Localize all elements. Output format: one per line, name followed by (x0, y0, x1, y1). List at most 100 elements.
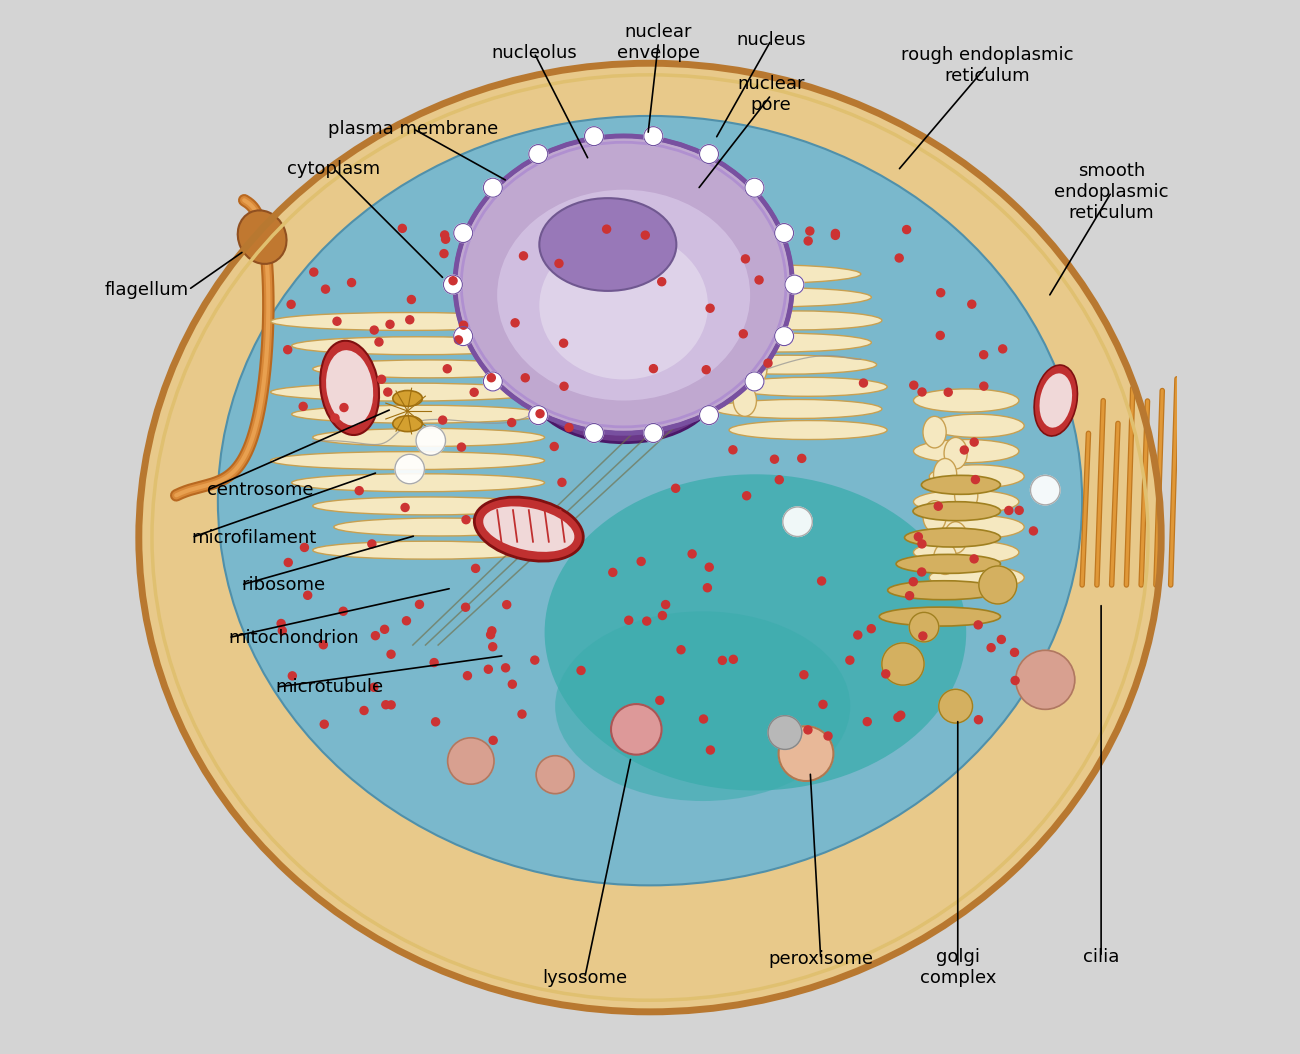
Circle shape (608, 568, 616, 577)
Circle shape (484, 372, 502, 391)
Ellipse shape (879, 607, 1001, 626)
Circle shape (442, 235, 450, 243)
Circle shape (488, 627, 495, 635)
Circle shape (688, 550, 696, 558)
Ellipse shape (291, 337, 545, 354)
Circle shape (283, 346, 291, 354)
Circle shape (603, 226, 611, 233)
Circle shape (377, 375, 386, 384)
Circle shape (304, 591, 312, 600)
Circle shape (503, 601, 511, 608)
Circle shape (398, 225, 407, 232)
Circle shape (1010, 648, 1018, 657)
Circle shape (508, 418, 516, 427)
Circle shape (381, 625, 389, 633)
Circle shape (806, 227, 814, 235)
Ellipse shape (555, 611, 850, 801)
Ellipse shape (944, 522, 967, 553)
Text: nucleus: nucleus (736, 31, 806, 50)
Circle shape (530, 656, 538, 664)
Ellipse shape (702, 311, 725, 343)
Ellipse shape (888, 581, 1001, 600)
Circle shape (881, 643, 924, 685)
Text: mitochondrion: mitochondrion (229, 628, 359, 647)
Circle shape (441, 231, 448, 239)
Circle shape (550, 443, 558, 450)
Circle shape (703, 584, 711, 591)
Circle shape (517, 710, 526, 718)
Ellipse shape (474, 497, 584, 561)
Ellipse shape (714, 311, 881, 330)
Circle shape (699, 715, 707, 723)
Circle shape (998, 345, 1006, 353)
Ellipse shape (933, 458, 957, 490)
Circle shape (755, 276, 763, 284)
Circle shape (745, 372, 764, 391)
Ellipse shape (922, 475, 1001, 494)
Ellipse shape (139, 63, 1161, 1012)
Text: microtubule: microtubule (276, 678, 383, 697)
Ellipse shape (930, 465, 1024, 488)
Circle shape (909, 578, 918, 586)
Circle shape (320, 720, 328, 728)
Circle shape (658, 611, 667, 620)
Ellipse shape (218, 116, 1082, 885)
Circle shape (486, 630, 494, 639)
Ellipse shape (545, 474, 966, 790)
Ellipse shape (744, 353, 767, 385)
Circle shape (458, 443, 465, 451)
Ellipse shape (905, 528, 1001, 547)
Circle shape (641, 231, 649, 239)
Ellipse shape (1040, 373, 1072, 428)
Circle shape (706, 305, 714, 312)
Circle shape (341, 404, 348, 411)
Circle shape (824, 731, 832, 740)
Circle shape (729, 656, 737, 663)
Circle shape (906, 591, 914, 600)
Circle shape (520, 252, 528, 260)
Circle shape (387, 701, 395, 709)
Circle shape (894, 714, 902, 721)
Circle shape (529, 406, 547, 425)
Text: nuclear
pore: nuclear pore (737, 76, 805, 114)
Text: rough endoplasmic
reticulum: rough endoplasmic reticulum (901, 46, 1074, 84)
Ellipse shape (497, 190, 750, 401)
Ellipse shape (930, 515, 1024, 539)
Ellipse shape (714, 399, 881, 418)
Circle shape (502, 664, 510, 671)
Circle shape (484, 178, 502, 197)
Circle shape (536, 410, 543, 417)
Circle shape (1015, 650, 1075, 709)
Ellipse shape (334, 519, 545, 535)
Circle shape (896, 254, 903, 262)
Ellipse shape (914, 440, 1019, 463)
Circle shape (979, 566, 1017, 604)
Circle shape (980, 383, 988, 390)
Circle shape (455, 336, 463, 344)
Text: flagellum: flagellum (104, 280, 188, 299)
Text: microfilament: microfilament (191, 528, 317, 547)
Circle shape (395, 454, 424, 484)
Circle shape (785, 275, 803, 294)
Ellipse shape (681, 288, 871, 307)
Circle shape (585, 126, 603, 145)
Ellipse shape (933, 543, 957, 574)
Circle shape (918, 540, 926, 548)
Circle shape (443, 275, 463, 294)
Ellipse shape (954, 480, 978, 511)
Circle shape (819, 701, 827, 708)
Circle shape (970, 438, 978, 446)
Circle shape (368, 540, 376, 548)
Circle shape (1011, 677, 1019, 684)
Circle shape (355, 487, 363, 494)
Text: plasma membrane: plasma membrane (328, 119, 498, 138)
Circle shape (382, 701, 390, 708)
Circle shape (462, 603, 469, 611)
Ellipse shape (455, 136, 792, 433)
Circle shape (662, 601, 670, 608)
Circle shape (443, 365, 451, 373)
Circle shape (386, 320, 394, 328)
Circle shape (768, 716, 802, 749)
Circle shape (803, 726, 812, 734)
Circle shape (846, 657, 854, 664)
